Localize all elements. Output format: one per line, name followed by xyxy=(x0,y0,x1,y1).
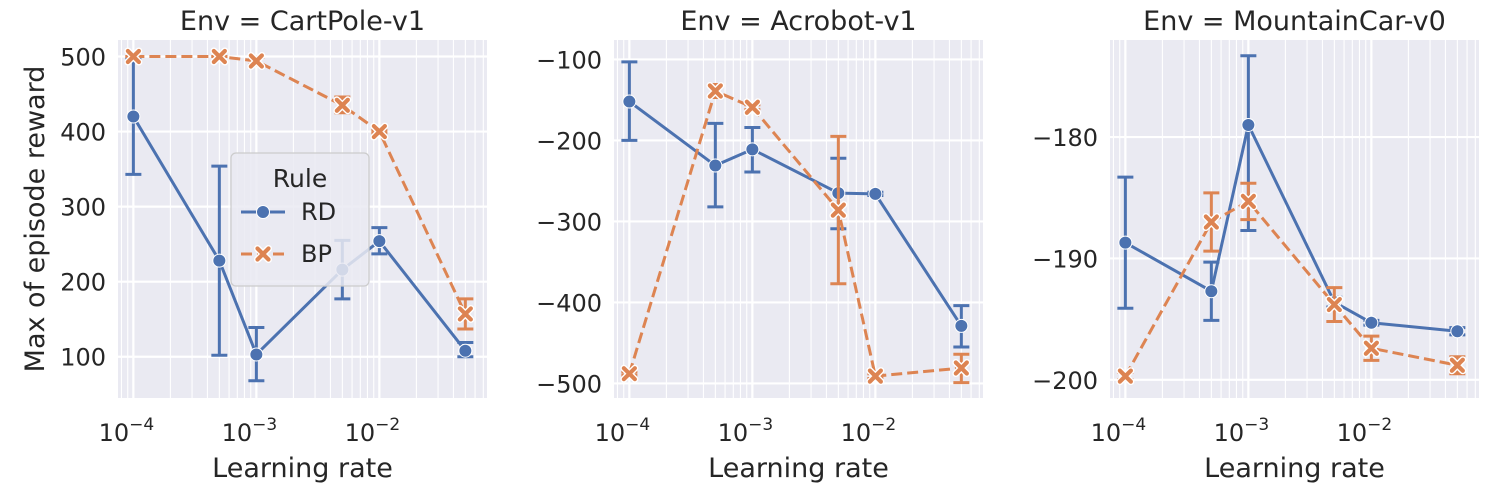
data-point xyxy=(830,202,846,218)
x-axis-label: Learning rate xyxy=(1204,453,1385,484)
series-line xyxy=(628,100,963,327)
data-point xyxy=(708,158,723,173)
y-tick-label: −200 xyxy=(1032,367,1098,395)
data-point xyxy=(1204,284,1219,299)
panel-2: −500 −400 −300 −200 −100 10−4 10−3 10−2 Env = Ac… xyxy=(536,6,983,484)
data-point xyxy=(126,109,141,124)
data-point xyxy=(1241,117,1256,132)
x-tick-exponent: −3 xyxy=(748,415,773,435)
x-tick-label: 10−2 xyxy=(1337,415,1393,447)
y-tick-label: 400 xyxy=(60,119,106,147)
x-tick-exponent: −4 xyxy=(625,415,650,435)
data-point xyxy=(371,123,387,140)
data-point xyxy=(211,48,227,65)
x-tick-exponent: −3 xyxy=(252,415,277,435)
legend-label: BP xyxy=(301,240,332,268)
data-point xyxy=(125,48,141,65)
data-point xyxy=(867,368,883,384)
x-tick-exponent: −4 xyxy=(129,415,154,435)
legend-title: Rule xyxy=(273,164,327,193)
data-point xyxy=(707,83,723,99)
x-axis-label: Learning rate xyxy=(708,453,889,484)
x-tick-exponent: −2 xyxy=(375,415,400,435)
legend-marker xyxy=(256,205,270,219)
series-BP xyxy=(124,47,475,331)
x-tick-label: 10−4 xyxy=(1091,415,1147,447)
legend-entry-BP[interactable]: BP xyxy=(241,240,332,268)
data-point xyxy=(621,366,637,382)
legend: Rule RD BP xyxy=(230,152,370,287)
data-point xyxy=(1363,340,1379,356)
y-tick-label: −190 xyxy=(1032,245,1098,273)
plot-area xyxy=(614,40,983,398)
data-point xyxy=(1364,315,1379,330)
x-tick-label: 10−2 xyxy=(345,415,401,447)
x-tick-exponent: −2 xyxy=(871,415,896,435)
y-tick-label: −300 xyxy=(536,208,602,236)
data-point xyxy=(249,347,264,362)
legend-marker xyxy=(255,246,271,262)
data-point xyxy=(622,94,637,109)
x-tick-exponent: −3 xyxy=(1244,415,1269,435)
x-tick-label: 10−2 xyxy=(841,415,897,447)
legend-label: RD xyxy=(301,198,336,226)
panel-title: Env = Acrobot-v1 xyxy=(680,6,916,37)
data-point xyxy=(1326,296,1342,313)
x-tick-label: 10−3 xyxy=(718,415,774,447)
y-axis-label: Max of episode reward xyxy=(20,66,51,373)
data-point xyxy=(372,234,387,249)
x-tick-label: 10−3 xyxy=(222,415,278,447)
panel-title: Env = CartPole-v1 xyxy=(180,6,425,37)
data-point xyxy=(954,318,969,333)
y-tick-label: −200 xyxy=(536,127,602,155)
data-point xyxy=(1240,193,1256,210)
data-point xyxy=(868,186,883,201)
data-point xyxy=(212,253,227,268)
series-BP xyxy=(620,82,971,386)
panel-title: Env = MountainCar-v0 xyxy=(1143,6,1446,37)
data-point xyxy=(1203,214,1219,230)
x-axis-label: Learning rate xyxy=(212,453,393,484)
data-point xyxy=(1118,235,1133,250)
series-line xyxy=(1124,123,1458,333)
panel-3: −200 −190 −180 10−4 10−3 10−2 Env = MountainCa… xyxy=(1032,6,1479,484)
series-line xyxy=(133,55,467,315)
legend-entry-RD[interactable]: RD xyxy=(241,198,336,226)
y-tick-label: −180 xyxy=(1032,124,1098,152)
y-tick-label: 500 xyxy=(60,44,106,72)
data-point xyxy=(334,97,350,113)
x-tick-exponent: −4 xyxy=(1121,415,1146,435)
panel-1: 100 200 300 400 500 10−4 10−3 10−2 Env = CartPol… xyxy=(20,6,487,484)
y-tick-label: 200 xyxy=(60,269,106,297)
data-point xyxy=(745,142,760,157)
y-tick-label: −500 xyxy=(536,370,602,398)
y-tick-label: −400 xyxy=(536,289,602,317)
series-RD xyxy=(621,60,970,349)
series-line xyxy=(1124,199,1458,377)
data-point xyxy=(744,99,760,115)
x-tick-label: 10−4 xyxy=(99,415,155,447)
data-point xyxy=(458,343,473,358)
data-point xyxy=(1450,324,1465,339)
series-line xyxy=(132,115,467,356)
series-line xyxy=(627,89,962,378)
y-tick-label: 300 xyxy=(60,194,106,222)
data-point xyxy=(1449,357,1465,373)
data-point xyxy=(1117,368,1133,384)
series-BP xyxy=(1116,181,1467,386)
x-tick-label: 10−4 xyxy=(595,415,651,447)
data-point xyxy=(457,306,473,322)
y-tick-label: −100 xyxy=(536,46,602,74)
x-tick-exponent: −2 xyxy=(1367,415,1392,435)
data-point xyxy=(953,360,969,376)
x-tick-label: 10−3 xyxy=(1214,415,1270,447)
y-tick-label: 100 xyxy=(60,344,106,372)
data-point xyxy=(248,53,264,69)
